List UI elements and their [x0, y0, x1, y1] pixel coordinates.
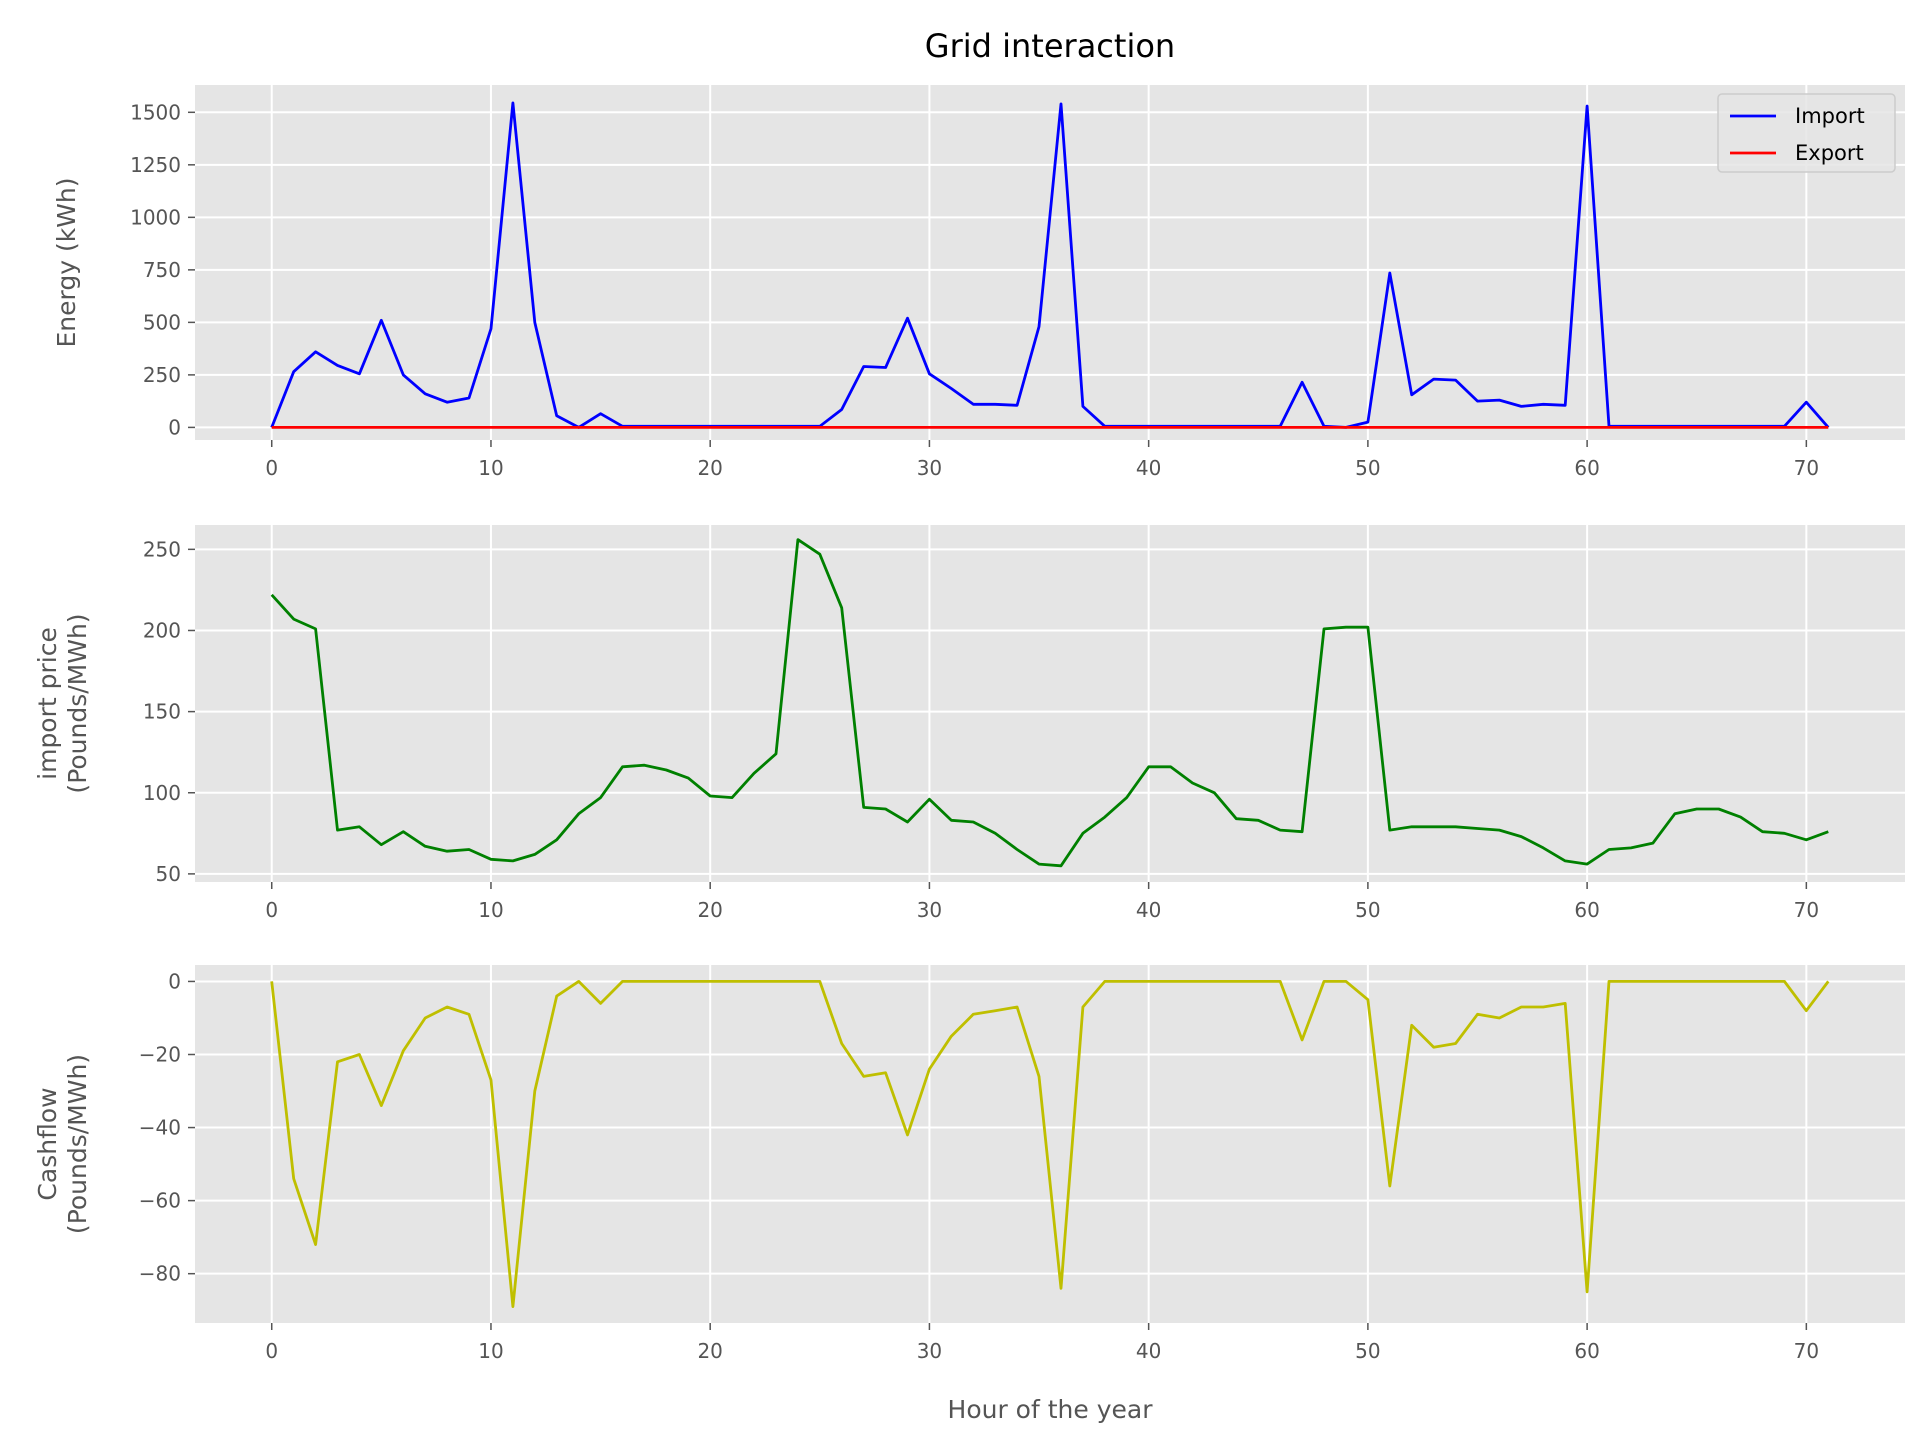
plot-background — [195, 525, 1905, 882]
x-tick-label: 40 — [1136, 1339, 1161, 1363]
y-tick-label: 1500 — [130, 100, 181, 124]
y-tick-label: 200 — [143, 618, 181, 642]
x-axis-label: Hour of the year — [948, 1395, 1154, 1424]
y-axis-label-line2: (Pounds/MWh) — [63, 613, 92, 793]
y-tick-label: 750 — [143, 258, 181, 282]
legend-label-import: Import — [1795, 104, 1865, 128]
y-tick-label: −40 — [139, 1116, 181, 1140]
y-tick-label: 0 — [168, 415, 181, 439]
y-axis-label: Energy (kWh) — [52, 177, 81, 347]
x-tick-label: 40 — [1136, 456, 1161, 480]
y-tick-label: 0 — [168, 969, 181, 993]
y-axis-label-line2: (Pounds/MWh) — [63, 1054, 92, 1234]
series-line-import — [270, 101, 1830, 429]
series-line-series-0 — [270, 980, 1830, 1308]
y-tick-label: 100 — [143, 781, 181, 805]
x-tick-label: 50 — [1355, 898, 1380, 922]
y-axis-label: Cashflow(Pounds/MWh) — [33, 1054, 92, 1234]
series-line-series-0 — [270, 538, 1829, 868]
x-tick-label: 70 — [1794, 1339, 1819, 1363]
x-tick-label: 60 — [1574, 898, 1599, 922]
legend-label-export: Export — [1795, 141, 1864, 165]
x-tick-label: 20 — [697, 898, 722, 922]
x-tick-label: 0 — [265, 898, 278, 922]
y-tick-label: −80 — [139, 1262, 181, 1286]
x-tick-label: 0 — [265, 456, 278, 480]
x-tick-label: 40 — [1136, 898, 1161, 922]
cashflow-subplot: 0 10 20 30 40 50 60 70 0 −20 −40 −60 −80 Cashflow(Pou… — [33, 965, 1905, 1363]
x-tick-label: 60 — [1574, 1339, 1599, 1363]
x-tick-label: 30 — [917, 456, 942, 480]
y-tick-label: 250 — [143, 363, 181, 387]
plot-background — [195, 965, 1905, 1323]
y-axis-label: import price(Pounds/MWh) — [33, 613, 92, 793]
y-tick-label: 150 — [143, 700, 181, 724]
x-tick-label: 30 — [917, 1339, 942, 1363]
figure-title: Grid interaction — [925, 27, 1175, 65]
x-tick-label: 50 — [1355, 1339, 1380, 1363]
y-tick-label: −20 — [139, 1043, 181, 1067]
y-tick-label: 500 — [143, 310, 181, 334]
x-tick-label: 70 — [1794, 456, 1819, 480]
import-price-subplot: 0 10 20 30 40 50 60 70 50 100 150 200 250 import pric… — [33, 525, 1905, 922]
x-tick-label: 20 — [697, 456, 722, 480]
x-tick-label: 0 — [265, 1339, 278, 1363]
x-tick-label: 60 — [1574, 456, 1599, 480]
x-tick-label: 30 — [917, 898, 942, 922]
y-tick-label: 50 — [156, 862, 181, 886]
y-tick-label: −60 — [139, 1189, 181, 1213]
x-tick-label: 20 — [697, 1339, 722, 1363]
legend: Import Export — [1717, 93, 1896, 173]
y-tick-label: 250 — [143, 537, 181, 561]
plot-background — [195, 85, 1905, 440]
energy-subplot: 0 10 20 30 40 50 60 70 0 250 500 750 1000 1250 1500 Ene… — [52, 85, 1905, 480]
y-axis-label-line1: Cashflow — [33, 1087, 62, 1200]
y-axis-label-line1: import price — [33, 627, 62, 780]
x-tick-label: 10 — [478, 898, 503, 922]
x-tick-label: 50 — [1355, 456, 1380, 480]
y-tick-label: 1000 — [130, 205, 181, 229]
y-tick-label: 1250 — [130, 153, 181, 177]
x-tick-label: 10 — [478, 456, 503, 480]
x-tick-label: 10 — [478, 1339, 503, 1363]
x-tick-label: 70 — [1794, 898, 1819, 922]
